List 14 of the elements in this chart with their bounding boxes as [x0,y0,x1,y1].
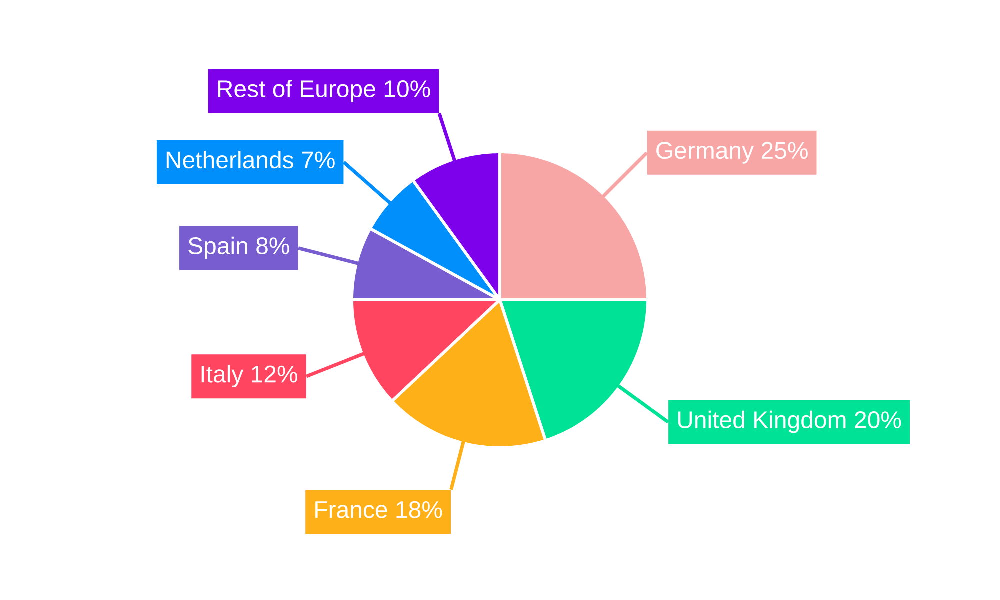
slice-label: Italy [202,365,244,388]
slice-label: Spain [188,236,248,260]
slice-label: Rest of Europe [218,80,376,102]
data-label: 8% [256,237,290,254]
data-label: 10% [384,80,430,98]
data-label: 12% [252,366,298,383]
slice-label: Germany [656,142,754,164]
data-label: 25% [762,142,808,160]
data-label: 7% [302,152,335,169]
slice-label: United Kingdom [678,410,846,434]
data-label: 20% [855,411,902,428]
data-label: 18% [396,501,442,518]
slice-label: France [316,502,388,518]
slice-label: Netherlands [166,151,294,169]
